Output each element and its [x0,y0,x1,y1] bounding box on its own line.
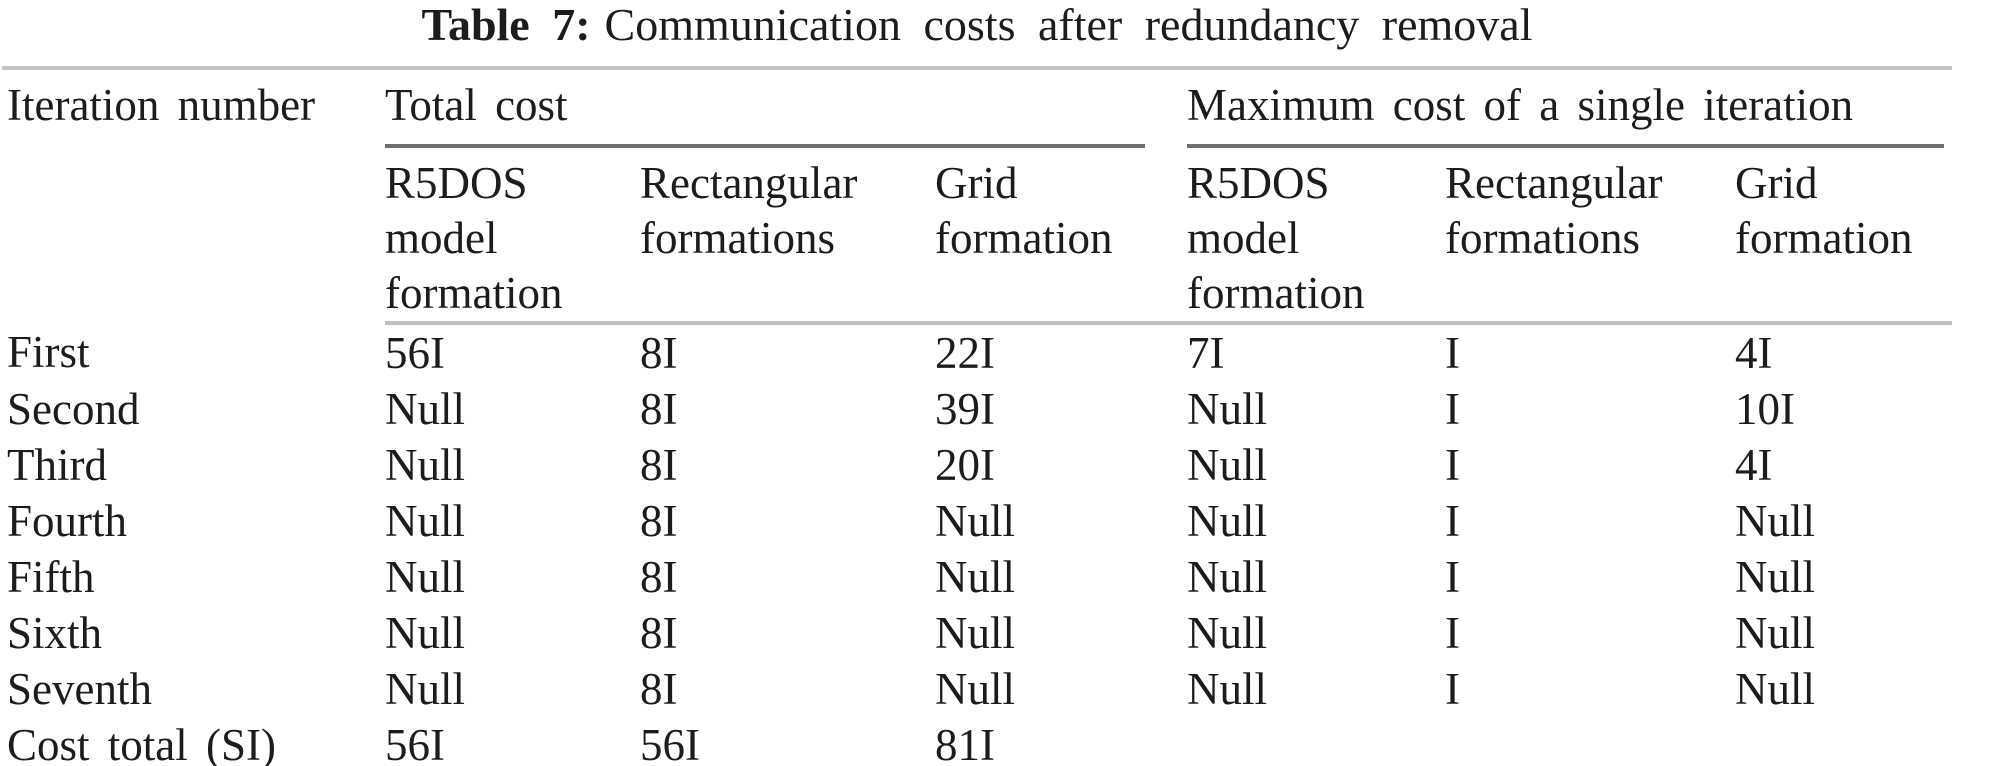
column-group-total-cost-label: Total cost [385,80,568,130]
table-number-label: Table 7: [421,0,591,50]
cell-value: Null [935,496,1016,546]
cell-value [1187,717,1445,766]
table-row-fourth: Fourth Null 8I Null Null I Null [2,493,1952,549]
table-caption: Table 7: Communication costs after redund… [2,0,1952,50]
cell-value: 8I [640,496,678,546]
cell-value [1445,717,1735,766]
cell-value: 56I [385,720,445,766]
cell-value: Null [1187,664,1268,714]
cell-value: I [1445,496,1461,546]
cell-value: I [1445,608,1461,658]
table-row-sixth: Sixth Null 8I Null Null I Null [2,605,1952,661]
cell-value: Null [935,664,1016,714]
cell-value [1735,717,1952,766]
max-cost-group-rule [1187,144,1945,148]
cell-value: Null [385,440,466,490]
cell-value: I [1445,328,1461,378]
cell-value: 56I [385,328,445,378]
cell-value: 81I [935,720,995,766]
table-row-cost-total: Cost total (SI) 56I 56I 81I [2,717,1952,766]
cell-value: 56I [640,720,700,766]
table-row-third: Third Null 8I 20I Null I 4I [2,437,1952,493]
row-label: Fifth [7,552,95,602]
table-caption-text: Communication costs after redundancy rem… [604,0,1533,50]
cell-value: 22I [935,328,995,378]
cell-value: 8I [640,440,678,490]
cell-value: Null [1187,608,1268,658]
cell-value: 7I [1187,328,1225,378]
cell-value: Null [1735,552,1816,602]
total-cost-group-rule [385,144,1146,148]
column-group-max-single-iteration-cost: Maximum cost of a single iteration [1187,68,1952,148]
cell-value: Null [1735,608,1816,658]
cell-value: Null [1187,552,1268,602]
cell-value: I [1445,384,1461,434]
column-header-max-grid-formation: Grid formation [1735,148,1953,325]
cell-value: Null [1735,664,1816,714]
column-header-total-rectangular-formations: Rectangular formations [640,148,935,325]
cell-value: 4I [1735,440,1773,490]
table-row-second: Second Null 8I 39I Null I 10I [2,381,1952,437]
row-label: Sixth [7,608,103,658]
cell-value: I [1445,664,1461,714]
cell-value: Null [935,552,1016,602]
cell-value: 8I [640,328,678,378]
cell-value: Null [1735,496,1816,546]
cell-value: Null [385,496,466,546]
cell-value: 10I [1735,384,1796,434]
column-header-total-r5dos-model-formation: R5DOS model formation [385,148,640,325]
column-group-max-single-iteration-cost-label: Maximum cost of a single iteration [1187,80,1854,130]
cell-value: 8I [640,664,678,714]
cell-value: I [1445,552,1461,602]
cell-value: 39I [935,384,995,434]
cell-value: I [1445,440,1461,490]
cell-value: 4I [1735,328,1773,378]
cell-value: Null [1187,496,1268,546]
table-row-first: First 56I 8I 22I 7I I 4I [2,323,1952,381]
cell-value: Null [1187,384,1268,434]
cell-value: 8I [640,552,678,602]
row-label: Seventh [7,664,152,714]
row-label: Fourth [7,496,128,546]
cell-value: Null [935,608,1016,658]
cell-value: 8I [640,608,678,658]
cell-value: 8I [640,384,678,434]
row-label: First [7,327,90,377]
column-header-iteration-number: Iteration number [7,80,316,130]
column-header-total-grid-formation: Grid formation [935,148,1188,325]
cell-value: Null [385,384,466,434]
column-group-total-cost: Total cost [385,68,1187,148]
row-label: Cost total (SI) [7,720,276,766]
header-subcolumn-row: R5DOS model formation Rectangular format… [2,148,1953,325]
cell-value: Null [385,552,466,602]
cell-value: 20I [935,440,995,490]
communication-costs-table: Iteration number Total cost Maximum cost… [2,66,1953,766]
row-label: Second [7,384,140,434]
column-header-max-rectangular-formations: Rectangular formations [1445,148,1736,325]
column-header-max-r5dos-model-formation: R5DOS model formation [1187,148,1446,325]
header-group-row: Iteration number Total cost Maximum cost… [2,68,1952,148]
cell-value: Null [1187,440,1268,490]
table-row-seventh: Seventh Null 8I Null Null I Null [2,661,1952,717]
cell-value: Null [385,664,466,714]
table-row-fifth: Fifth Null 8I Null Null I Null [2,549,1952,605]
row-label: Third [7,440,107,490]
cell-value: Null [385,608,466,658]
